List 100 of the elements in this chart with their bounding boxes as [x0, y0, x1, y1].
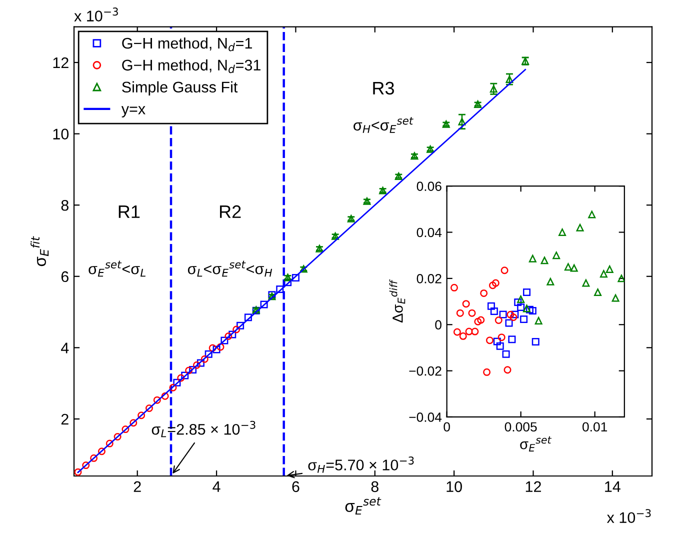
point: [490, 85, 498, 93]
point: [570, 264, 578, 272]
point: [511, 310, 519, 318]
point: [612, 294, 620, 302]
point: [540, 256, 548, 264]
y-tick-label: 2: [61, 414, 68, 424]
x-tick-label: 8: [371, 481, 378, 492]
point: [490, 307, 498, 315]
point: [492, 279, 500, 287]
x-tick-label: 14: [605, 481, 620, 492]
y-tick-label: 0.06: [416, 182, 442, 191]
point: [552, 252, 560, 260]
point: [173, 378, 181, 386]
point: [459, 332, 467, 340]
point: [153, 396, 161, 404]
y-tick-label: −0.04: [409, 412, 442, 422]
point: [532, 338, 540, 346]
point: [200, 355, 208, 363]
point: [74, 468, 82, 476]
y-tick-label: 4: [61, 342, 69, 354]
point: [528, 307, 536, 315]
legend-label: G−H method, N$_{d}$=31: [122, 59, 260, 74]
point: [276, 285, 284, 293]
point: [514, 298, 522, 306]
point: [523, 288, 530, 296]
point: [510, 313, 518, 321]
point: [185, 366, 193, 374]
x-tick-label: 0.01: [582, 422, 608, 432]
x-tick-label: 12: [526, 481, 541, 492]
ref-line-label: σ$_{H}$=5.70 × 10$^{−3}$: [308, 456, 414, 473]
point: [523, 304, 530, 312]
x-tick-label: 0: [444, 422, 450, 432]
point: [588, 210, 596, 218]
point: [138, 412, 146, 420]
point: [462, 300, 470, 308]
point: [520, 316, 528, 324]
point: [260, 300, 268, 308]
y-tick-label: 0: [435, 320, 442, 330]
x-tick-label: 4: [212, 481, 220, 492]
point: [177, 374, 185, 382]
legend-label: y=x: [121, 106, 146, 118]
annotation: σ$_{E}$$^{set}$<σ$_{L}$: [88, 260, 146, 277]
point: [244, 314, 252, 322]
point: [220, 336, 228, 344]
point: [483, 368, 491, 376]
point: [169, 384, 177, 392]
point: [292, 274, 300, 282]
y-tick-label: −0.02: [409, 366, 442, 376]
point: [106, 440, 114, 448]
y-tick-label: 8: [61, 200, 68, 211]
point: [477, 316, 485, 324]
point: [487, 302, 495, 310]
point: [496, 342, 504, 350]
x-tick-label: 0.005: [504, 422, 537, 432]
point: [606, 265, 614, 273]
point: [208, 344, 216, 352]
y-tick-label: 0.04: [416, 228, 442, 238]
point: [500, 266, 508, 274]
annotation: σ$_{L}$<σ$_{E}$$^{set}$<σ$_{H}$: [188, 260, 272, 277]
legend-label: G−H method, N$_{d}$=1: [122, 37, 252, 52]
ref-line-label: σ$_{L}$=2.85 × 10$^{−3}$: [152, 420, 256, 438]
point: [506, 310, 514, 318]
point: [546, 278, 554, 286]
point: [493, 338, 501, 346]
point: [189, 366, 197, 374]
point: [228, 330, 236, 338]
point: [480, 289, 488, 297]
point: [232, 326, 240, 334]
legend-label: Simple Gauss Fit: [122, 81, 238, 96]
point: [130, 419, 138, 427]
x-tick-label: 6: [292, 481, 300, 492]
y-tick-label: 10: [53, 128, 69, 140]
point: [486, 336, 494, 344]
point: [82, 462, 90, 470]
point: [192, 361, 200, 369]
y-tick-label: 0.02: [416, 274, 442, 284]
text: x 10$^{−3}$: [74, 8, 118, 22]
annotation: R1: [118, 205, 140, 218]
point: [453, 328, 461, 336]
x-axis-title: σ$_{E}$$^{set}$: [345, 497, 382, 515]
point: [506, 76, 514, 83]
point: [505, 319, 513, 327]
point: [564, 263, 572, 271]
point: [450, 284, 458, 292]
text: x 10$^{−3}$: [606, 509, 651, 524]
point: [98, 448, 106, 456]
point: [90, 454, 98, 462]
point: [498, 334, 506, 342]
point: [145, 404, 153, 412]
y-axis-title: Δσ$_{E}$$^{diff}$: [389, 279, 406, 323]
y-tick-label: 12: [53, 57, 68, 68]
point: [508, 336, 516, 344]
point: [517, 295, 525, 303]
point: [458, 118, 466, 126]
annotation: σ$_{H}$<σ$_{E}$$^{set}$: [354, 117, 414, 133]
point: [114, 433, 122, 441]
point: [499, 310, 507, 318]
point: [465, 328, 473, 336]
point: [456, 309, 464, 317]
y-tick-label: 6: [61, 271, 68, 282]
